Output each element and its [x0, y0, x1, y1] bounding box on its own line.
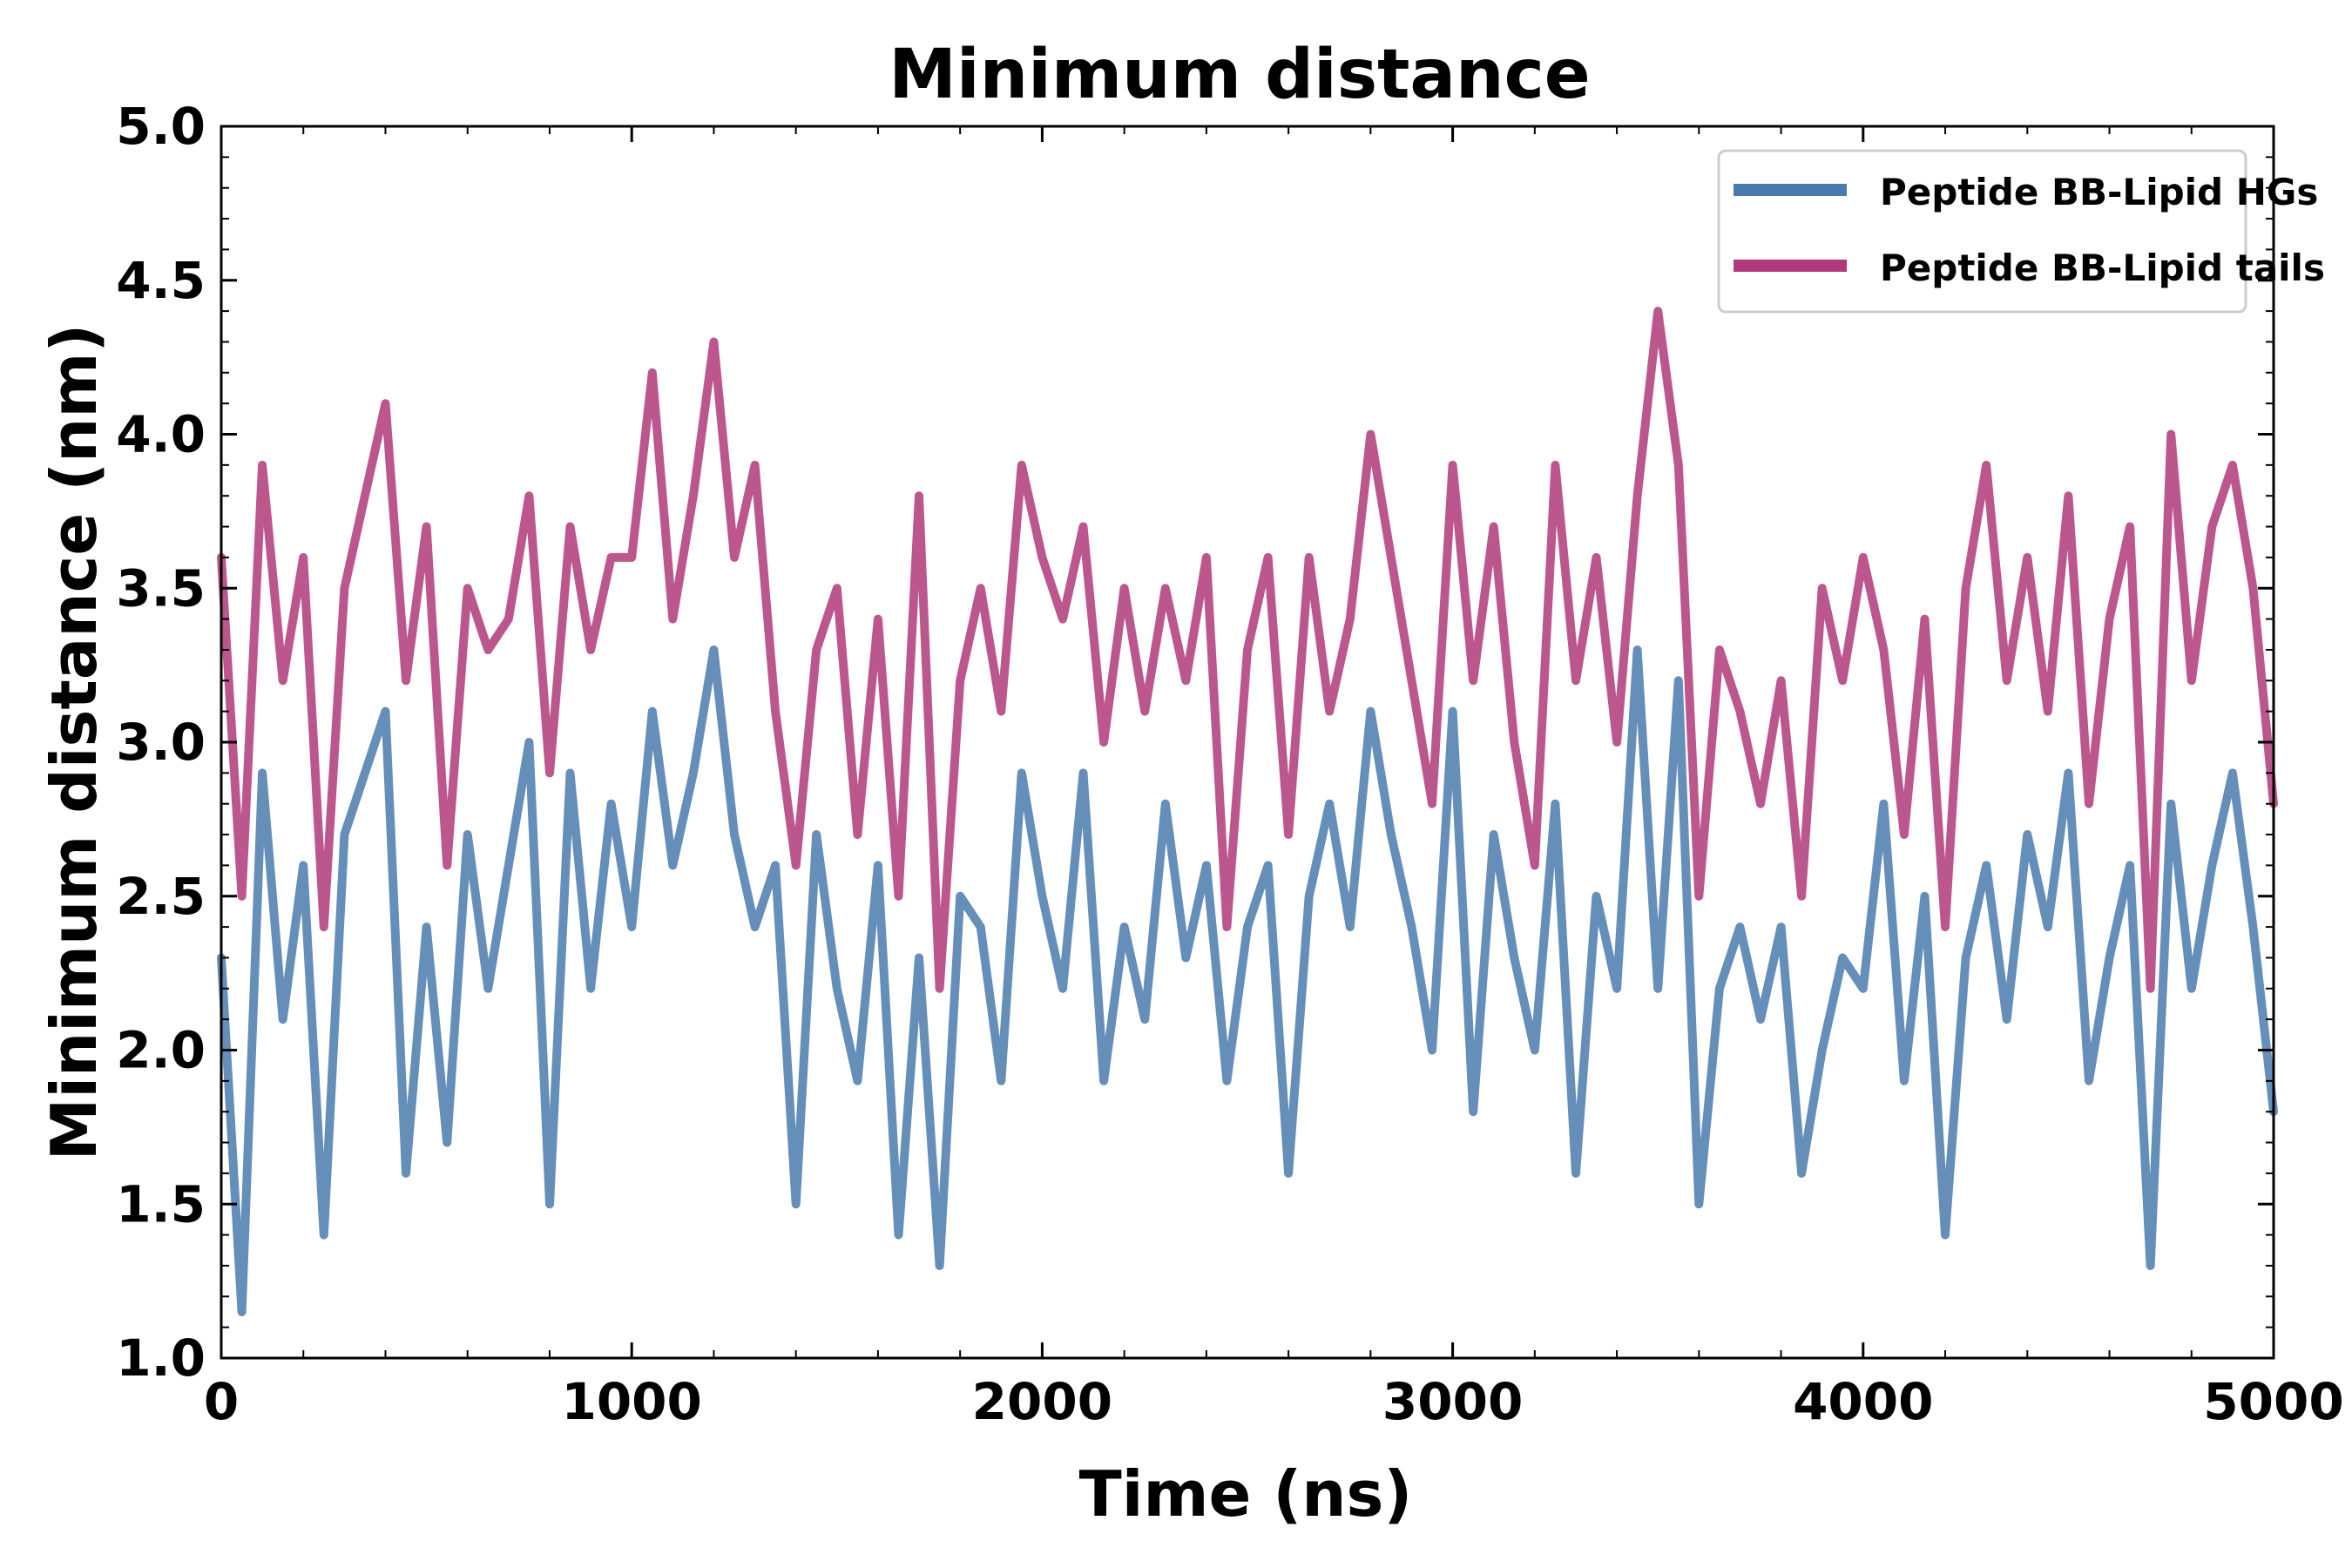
y-tick-label: 5.0	[116, 97, 206, 156]
x-tick-label: 0	[204, 1372, 239, 1431]
x-tick-label: 1000	[561, 1372, 701, 1431]
y-axis-label: Minimum distance (nm)	[37, 324, 111, 1161]
x-tick-label: 4000	[1793, 1372, 1933, 1431]
series-line-tails	[217, 307, 2278, 993]
legend-label-hgs: Peptide BB-Lipid HGs	[1880, 171, 2318, 213]
x-tick-label: 5000	[2203, 1372, 2343, 1431]
y-tick-label: 1.5	[116, 1174, 206, 1233]
y-tick-label: 4.0	[116, 405, 206, 464]
y-tick-label: 2.0	[116, 1021, 206, 1080]
y-tick-label: 2.5	[116, 867, 206, 926]
y-tick-label: 3.5	[116, 558, 206, 618]
legend: Peptide BB-Lipid HGs Peptide BB-Lipid ta…	[1717, 149, 2325, 314]
axis-ticks: 0 1000 2000 3000 4000 5000 1.0 1.5 2.0 2.5 3.0 3.5 4…	[116, 97, 2343, 1431]
chart-title: Minimum distance	[889, 36, 1590, 114]
legend-box	[1717, 149, 2247, 314]
x-axis-label: Time (ns)	[1079, 1457, 1413, 1531]
y-tick-label: 3.0	[116, 713, 206, 772]
y-tick-label: 4.5	[116, 251, 206, 310]
y-tick-label: 1.0	[116, 1328, 206, 1388]
legend-label-tails: Peptide BB-Lipid tails	[1880, 247, 2325, 289]
series-line-hgs	[217, 645, 2278, 1316]
x-tick-label: 3000	[1382, 1372, 1523, 1431]
plot-area	[217, 307, 2278, 1316]
x-tick-label: 2000	[972, 1372, 1112, 1431]
